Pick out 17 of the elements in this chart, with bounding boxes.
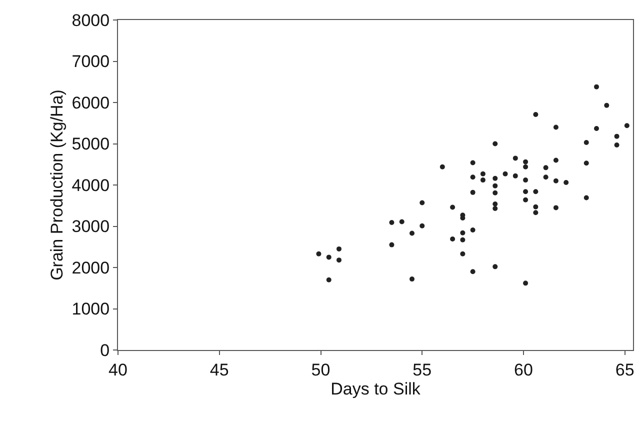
y-tick-label: 6000 xyxy=(72,93,110,112)
x-axis-title: Days to Silk xyxy=(330,379,421,398)
y-tick-label: 5000 xyxy=(72,134,110,154)
y-tick-label: 2000 xyxy=(72,258,110,278)
y-tick-label: 3000 xyxy=(72,217,110,236)
y-tick-label: 1000 xyxy=(72,300,110,319)
x-tick-label: 40 xyxy=(108,360,128,380)
x-tick-label: 65 xyxy=(615,360,634,380)
y-tick-label: 7000 xyxy=(72,52,110,72)
x-tick-label: 55 xyxy=(412,360,432,380)
y-axis-title: Grain Production (Kg/Ha) xyxy=(47,90,66,280)
x-tick-label: 45 xyxy=(210,360,229,380)
y-tick-label: 4000 xyxy=(72,176,110,195)
y-tick-label: 8000 xyxy=(72,10,110,30)
y-tick-label: 0 xyxy=(100,340,110,360)
x-tick-label: 50 xyxy=(311,360,330,380)
x-tick-label: 60 xyxy=(514,360,533,380)
